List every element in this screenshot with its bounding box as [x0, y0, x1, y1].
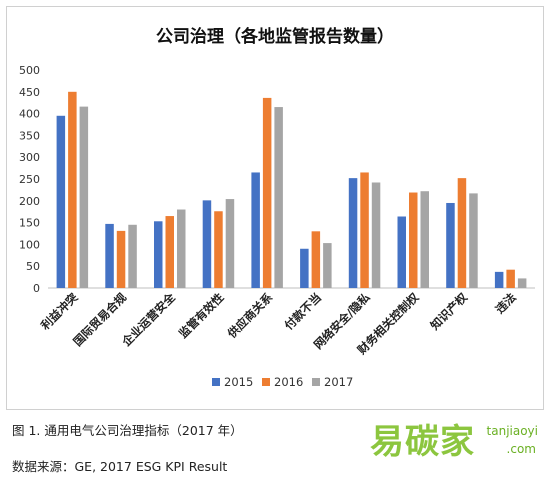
watermark-main-text: 易碳家: [370, 422, 475, 462]
bar-2015-8: [446, 202, 455, 288]
bar-2016-2: [165, 216, 174, 288]
bar-2017-8: [469, 193, 478, 288]
bar-2017-3: [225, 199, 235, 288]
bar-2016-1: [116, 230, 126, 288]
y-tick-label: 50: [26, 260, 40, 273]
legend-label-2017: 2017: [324, 375, 353, 389]
y-tick-label: 450: [19, 86, 40, 99]
bars: [56, 91, 527, 289]
bar-2017-0: [79, 106, 89, 289]
data-source: 数据来源：GE, 2017 ESG KPI Result: [12, 459, 228, 474]
bar-2015-1: [105, 223, 114, 288]
bar-2017-5: [323, 243, 332, 288]
x-tick-label: 付款不当: [282, 290, 324, 332]
legend: 2015 2016 2017: [212, 375, 353, 389]
y-tick-label: 400: [19, 108, 40, 121]
legend-label-2016: 2016: [274, 375, 303, 389]
bar-2015-0: [56, 115, 66, 288]
y-tick-label: 0: [33, 282, 40, 295]
bar-2016-6: [360, 172, 369, 288]
y-tick-label: 350: [19, 129, 40, 142]
bar-2016-9: [506, 269, 515, 288]
y-tick-label: 500: [19, 64, 40, 77]
x-tick-label: 知识产权: [427, 290, 470, 333]
bar-2015-3: [202, 200, 212, 288]
bar-2017-4: [274, 107, 283, 288]
x-tick-label: 违法: [493, 290, 520, 317]
bar-2017-1: [128, 224, 137, 288]
bar-2016-4: [262, 97, 272, 289]
watermark-sub-text: tanjiaoyi: [486, 424, 538, 438]
bar-2017-7: [420, 191, 429, 288]
bar-2017-6: [371, 182, 381, 288]
x-tick-label: 利益冲突: [37, 290, 80, 333]
bar-chart: 公司治理（各地监管报告数量） 0 50 100 150 200 250 300 350 400 4…: [19, 26, 535, 389]
y-tick-label: 150: [19, 217, 40, 230]
figure-caption: 图 1. 通用电气公司治理指标（2017 年）: [12, 423, 243, 438]
bar-2016-5: [311, 231, 321, 288]
bar-2015-7: [397, 216, 406, 288]
bar-2017-9: [517, 278, 527, 288]
chart-title: 公司治理（各地监管报告数量）: [156, 26, 394, 47]
watermark-logo: 易碳家 tanjiaoyi .com: [370, 414, 538, 476]
bar-2016-8: [457, 178, 467, 288]
legend-label-2015: 2015: [224, 375, 253, 389]
bar-2017-2: [177, 209, 186, 288]
legend-swatch-2016: [262, 378, 270, 386]
legend-swatch-2015: [212, 378, 220, 386]
y-tick-label: 300: [19, 151, 40, 164]
bar-2015-2: [154, 221, 163, 288]
bar-2015-4: [251, 172, 260, 288]
x-tick-label: 供应商关系: [224, 290, 276, 342]
y-tick-label: 250: [19, 173, 40, 186]
bar-2015-9: [494, 271, 504, 288]
bar-2016-3: [214, 211, 223, 288]
bar-2016-0: [68, 91, 77, 288]
bar-2015-6: [348, 178, 358, 288]
bar-2016-7: [409, 192, 418, 288]
legend-swatch-2017: [312, 378, 320, 386]
y-tick-label: 100: [19, 238, 40, 251]
y-tick-label: 200: [19, 195, 40, 208]
x-tick-label: 监管有效性: [176, 290, 227, 341]
bar-2015-5: [300, 248, 309, 288]
watermark-domain-text: .com: [506, 442, 536, 456]
